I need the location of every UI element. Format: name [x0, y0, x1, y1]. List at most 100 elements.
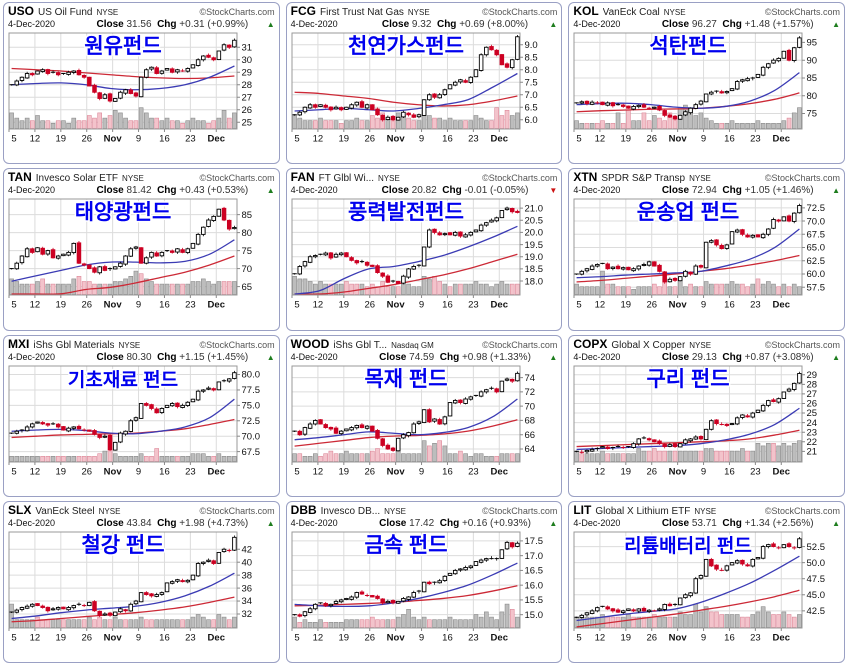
chg-value: +1.98 (+4.73%)	[176, 517, 249, 529]
y-axis-label: 7.5	[524, 77, 537, 88]
x-axis-label: 5	[294, 466, 299, 477]
price-chart-wood[interactable]: 74 72 70 68 66 64 5 12 19 26 Nov 9 16 23 Dec 목재 펀드	[291, 365, 561, 494]
x-axis-label: 5	[11, 466, 16, 477]
close-label: Close	[379, 517, 407, 529]
exchange-label: NYSE	[407, 8, 430, 17]
x-axis-label: Dec	[490, 134, 507, 145]
up-arrow-icon: ▲	[266, 186, 275, 196]
chart-panel-uso[interactable]: USO US Oil Fund NYSE ©StockCharts.com 4-Dec-…	[3, 2, 280, 165]
x-axis-label: 5	[577, 466, 582, 477]
x-axis-label: 12	[595, 466, 606, 477]
price-chart-xtn[interactable]: 72.5 70.0 67.5 65.0 62.5 60.0 57.5 5 12 19 26 Nov 9 1…	[573, 198, 843, 327]
chart-date: 4-Dec-2020	[290, 351, 338, 362]
price-chart-kol[interactable]: 95 90 85 80 75 5 12 19 26 Nov 9 16 23 Dec 석탄펀드	[573, 32, 843, 161]
price-chart-lit[interactable]: 52.5 50.0 47.5 45.0 42.5 5 12 19 26 Nov 9 16 23 Dec 리튬…	[573, 531, 843, 660]
close-value: 96.27	[689, 19, 723, 30]
chart-panel-tan[interactable]: TAN Invesco Solar ETF NYSE ©StockCharts.com…	[3, 168, 280, 331]
stockcharts-credit: ©StockCharts.com	[764, 339, 840, 350]
chart-panel-slx[interactable]: SLX VanEck Steel NYSE ©StockCharts.com 4-Dec…	[3, 500, 280, 663]
y-axis-label: 70	[524, 401, 535, 412]
x-axis-label: 19	[621, 300, 632, 311]
close-chg-readout: Close 43.84 Chg +1.98 (+4.73%)	[80, 518, 265, 530]
y-axis-label: 27	[242, 92, 253, 103]
x-axis-label: 23	[468, 300, 479, 311]
y-axis-label: 75	[807, 109, 818, 120]
chart-panel-fcg[interactable]: FCG First Trust Nat Gas NYSE ©StockCharts.c…	[285, 2, 563, 165]
korean-category-label: 천연가스펀드	[348, 35, 464, 58]
x-axis-label: 23	[468, 632, 479, 643]
chart-date: 4-Dec-2020	[573, 19, 621, 29]
chart-panel-fan[interactable]: FAN FT Glbl Wi... NYSE ©StockCharts.com 4-De…	[285, 168, 563, 331]
chg-label: Chg	[439, 351, 460, 363]
x-axis-label: Nov	[386, 300, 405, 311]
price-chart-fan[interactable]: 21.020.520.019.519.018.5 18.0 5 12 19 26 Nov 9 1…	[291, 198, 561, 327]
exchange-label: NYSE	[663, 8, 686, 17]
stockcharts-credit: ©StockCharts.com	[199, 505, 275, 516]
x-axis-label: 5	[11, 134, 16, 145]
price-chart-tan[interactable]: 85 80 75 70 65 5 12 19 26 Nov 9 16 23 Dec 태양광펀드	[8, 198, 278, 327]
y-axis-label: 34	[242, 596, 253, 607]
y-axis-label: 15.5	[524, 595, 543, 606]
x-axis-label: 16	[724, 300, 735, 311]
close-value: 29.13	[689, 351, 723, 363]
y-axis-label: 72	[524, 387, 535, 398]
x-axis-label: 16	[724, 632, 735, 643]
y-axis-label: 95	[807, 38, 818, 49]
x-axis-label: 5	[294, 134, 299, 145]
chg-label: Chg	[722, 517, 742, 529]
chart-panel-lit[interactable]: LIT Global X Lithium ETF NYSE ©StockCharts.…	[568, 500, 845, 663]
y-axis-label: 31	[242, 42, 253, 53]
chart-panel-copx[interactable]: COPX Global X Copper NYSE ©StockCharts.com 4…	[568, 334, 845, 497]
panel-header: LIT Global X Lithium ETF NYSE ©StockCharts.…	[573, 502, 840, 517]
chart-panel-dbb[interactable]: DBB Invesco DB... NYSE ©StockCharts.com 4-De…	[285, 500, 563, 663]
up-arrow-icon: ▲	[549, 20, 558, 29]
price-chart-slx[interactable]: 42 40 38 36 34 32 5 12 19 26 Nov 9 16 23 Dec 철강 펀드	[8, 531, 278, 660]
chart-panel-kol[interactable]: KOL VanEck Coal NYSE ©StockCharts.com 4-Dec-…	[568, 2, 845, 165]
y-axis-label: 22	[807, 436, 818, 447]
panel-subheader: 4-Dec-2020 Close 72.94 Chg +1.05 (+1.46%)…	[573, 184, 840, 197]
korean-category-label: 원유펀드	[84, 35, 161, 58]
exchange-label: Nasdaq GM	[391, 340, 434, 350]
price-chart-fcg[interactable]: 9.08.5 8.07.5 7.06.5 6.0 5 12 19 26 Nov 9 16 23 Dec 천…	[291, 32, 561, 161]
korean-category-label: 리튬배터리 펀드	[625, 535, 753, 557]
y-axis-label: 57.5	[807, 283, 826, 294]
x-axis-label: 26	[81, 466, 92, 477]
chg-label: Chg	[442, 185, 462, 197]
x-axis-label: Dec	[208, 466, 225, 477]
price-chart-mxi[interactable]: 80.0 77.5 75.0 72.5 70.0 67.5 5 12 19 26 Nov 9 16 23 D…	[8, 365, 278, 494]
ticker-symbol: MXI	[8, 336, 30, 351]
chg-label: Chg	[439, 517, 460, 529]
x-axis-label: 26	[81, 134, 92, 145]
up-arrow-icon: ▲	[266, 518, 275, 528]
chart-panel-xtn[interactable]: XTN SPDR S&P Transp NYSE ©StockCharts.com 4-…	[568, 168, 845, 331]
y-axis-label: 77.5	[242, 385, 261, 396]
ticker-symbol: USO	[8, 4, 35, 18]
x-axis-label: 16	[724, 466, 735, 477]
x-axis-label: 5	[294, 632, 299, 643]
x-axis-label: Nov	[669, 466, 688, 477]
chart-panel-wood[interactable]: WOOD iShs Gbl T... Nasdaq GM ©StockCharts.c…	[285, 334, 563, 497]
chart-date: 4-Dec-2020	[290, 517, 338, 528]
x-axis-label: 5	[11, 300, 16, 311]
x-axis-label: Dec	[208, 300, 225, 311]
x-axis-label: 19	[621, 134, 632, 145]
x-axis-label: 5	[577, 134, 582, 145]
x-axis-label: 5	[294, 300, 299, 311]
x-axis-label: 19	[338, 466, 349, 477]
y-axis-label: 47.5	[807, 574, 826, 585]
y-axis-label: 21	[807, 446, 818, 457]
chart-panel-mxi[interactable]: MXI iShs Gbl Materials NYSE ©StockCharts.co…	[3, 334, 280, 497]
ticker-symbol: LIT	[573, 502, 592, 517]
x-axis-label: Nov	[386, 466, 405, 477]
close-value: 81.42	[123, 185, 158, 197]
panel-header: COPX Global X Copper NYSE ©StockCharts.com	[573, 337, 840, 351]
price-chart-dbb[interactable]: 17.5 17.0 16.5 16.0 15.5 15.0 5 12 19 26 Nov 9 16 23 D…	[291, 531, 561, 660]
x-axis-label: 26	[364, 300, 375, 311]
y-axis-label: 85	[807, 73, 818, 84]
panel-header: WOOD iShs Gbl T... Nasdaq GM ©StockCharts.c…	[291, 337, 558, 351]
panel-header: XTN SPDR S&P Transp NYSE ©StockCharts.com	[573, 171, 840, 185]
x-axis-label: Dec	[490, 466, 507, 477]
y-axis-label: 80	[807, 91, 818, 102]
